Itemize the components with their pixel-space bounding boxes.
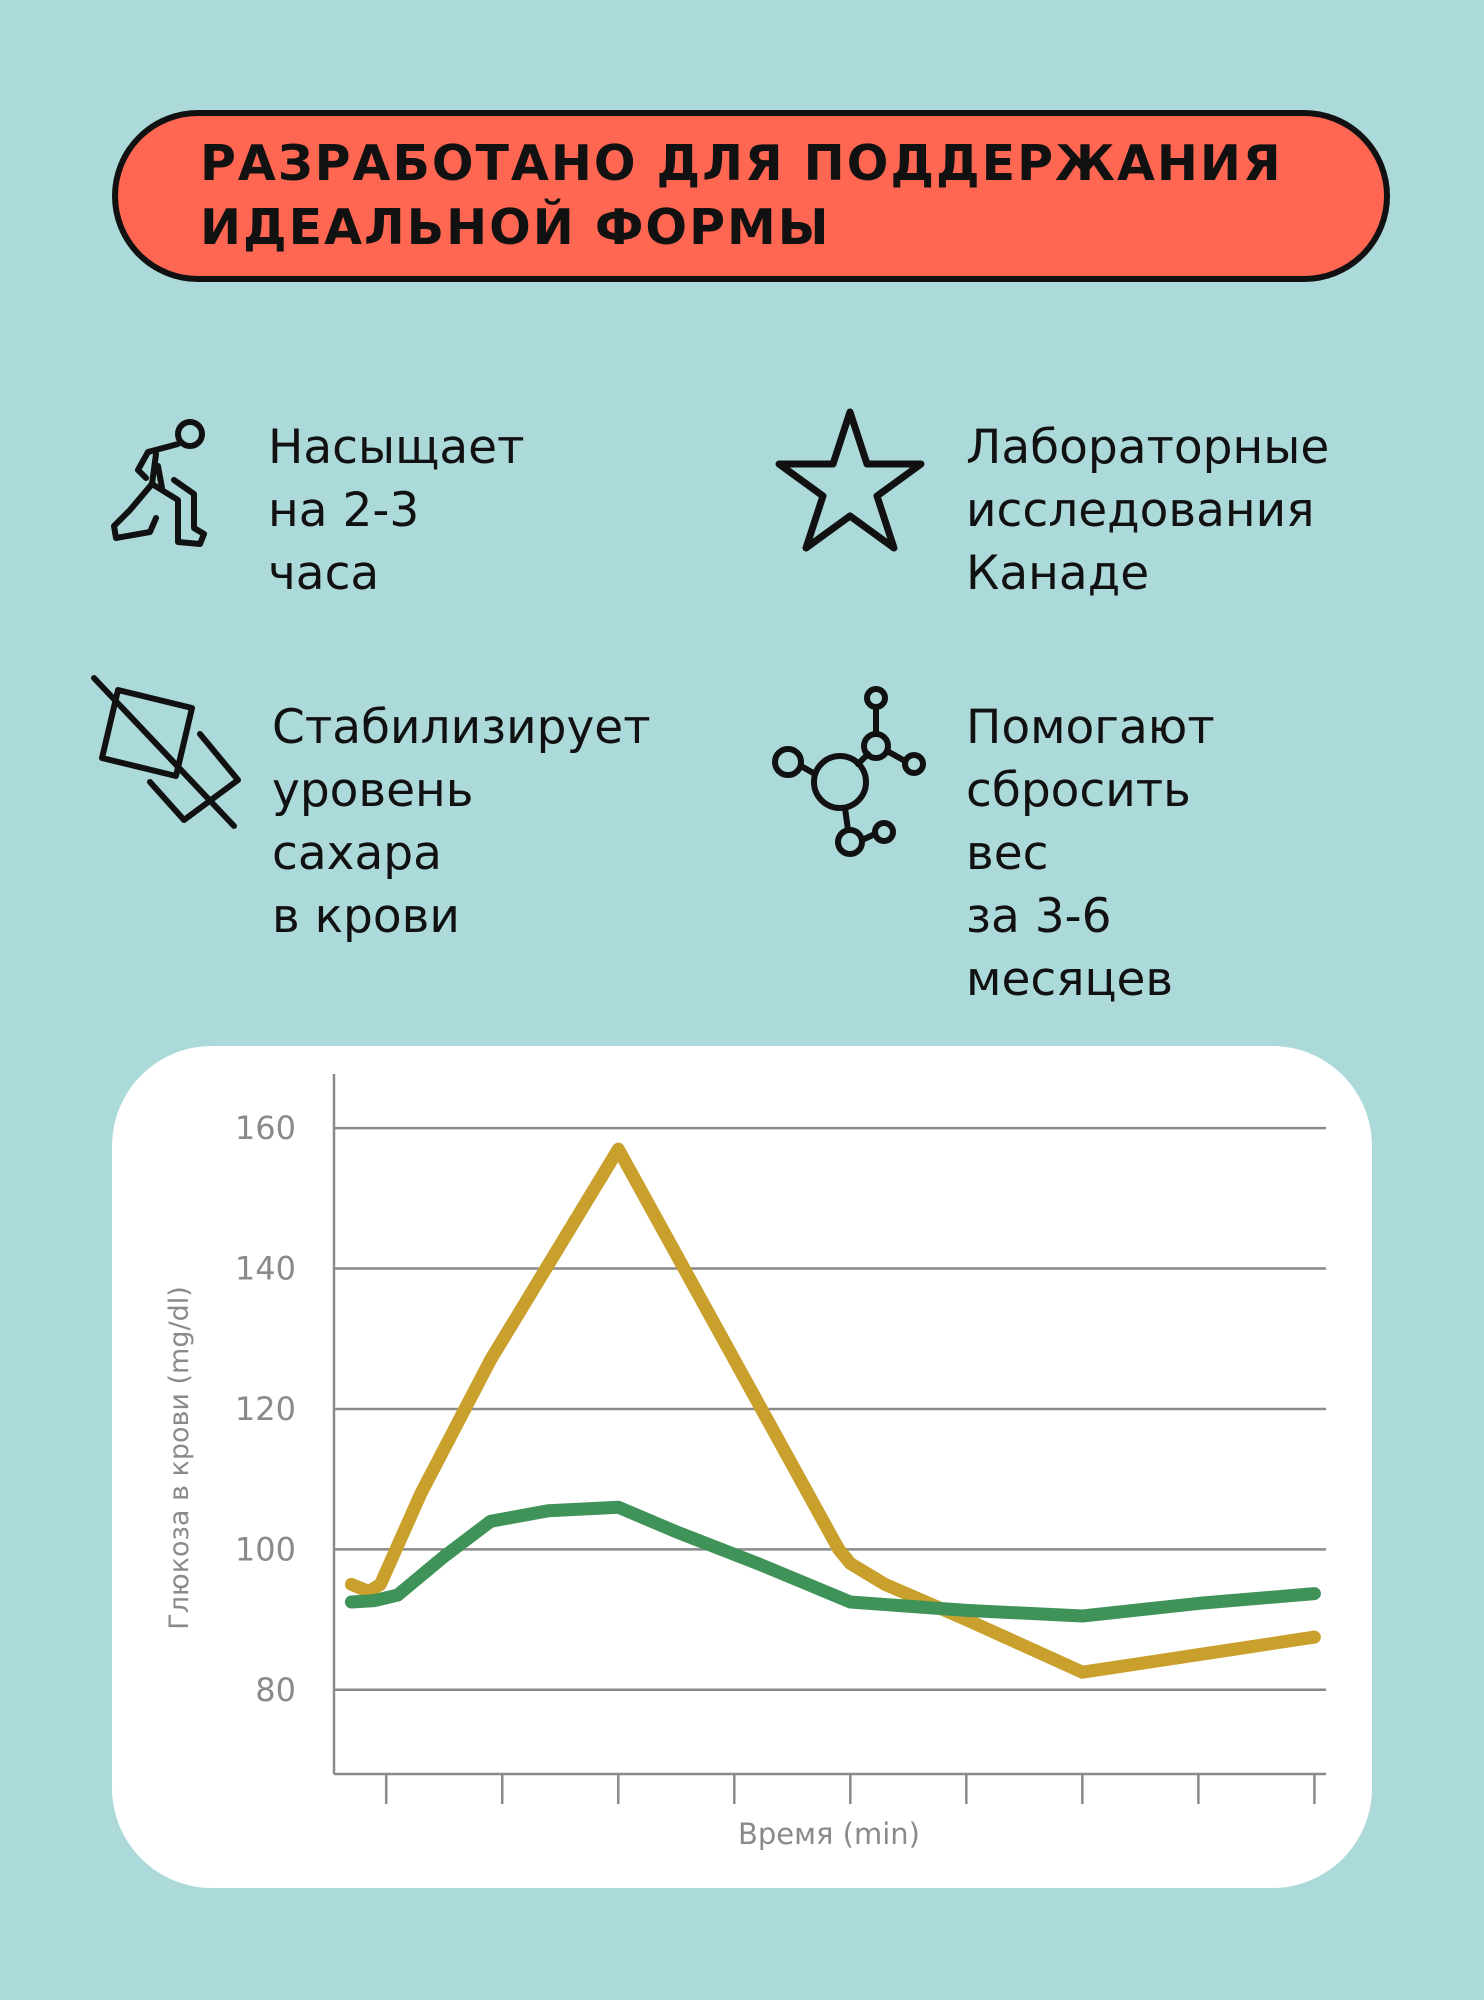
y-axis-title: Глюкоза в крови (mg/dl) [164, 1286, 195, 1630]
y-tick-label: 160 [235, 1109, 296, 1147]
star-icon [775, 408, 925, 552]
headline-banner: РАЗРАБОТАНО ДЛЯ ПОДДЕРЖАНИЯ ИДЕАЛЬНОЙ ФО… [112, 110, 1390, 282]
feature-satiety-text: Насыщает на 2-3 часа [268, 420, 525, 601]
y-tick-label: 80 [255, 1671, 296, 1709]
no-sugar-icon [91, 675, 241, 829]
y-tick-label: 140 [235, 1250, 296, 1288]
glucose-chart: 80 100 120 140 160 Глюкоза в крови (mg/dl) В… [164, 1074, 1326, 1851]
series-line-0 [344, 1142, 1321, 1679]
series-line-1 [344, 1500, 1321, 1623]
x-axis-title: Время (min) [738, 1817, 920, 1851]
y-tick-label: 100 [235, 1530, 296, 1568]
molecule-icon [772, 686, 926, 857]
headline-title: РАЗРАБОТАНО ДЛЯ ПОДДЕРЖАНИЯ ИДЕАЛЬНОЙ ФО… [200, 135, 1283, 256]
feature-blood-sugar-text: Стабилизирует уровень сахара в крови [272, 700, 651, 944]
feature-lab-tests-text: Лабораторные исследования Канаде [966, 420, 1330, 601]
runner-icon [111, 419, 207, 547]
glucose-chart-card: 80 100 120 140 160 Глюкоза в крови (mg/dl) В… [112, 1046, 1372, 1888]
y-tick-label: 120 [235, 1390, 296, 1428]
feature-weight-loss-text: Помогают сбросить вес за 3-6 месяцев [966, 700, 1215, 1007]
